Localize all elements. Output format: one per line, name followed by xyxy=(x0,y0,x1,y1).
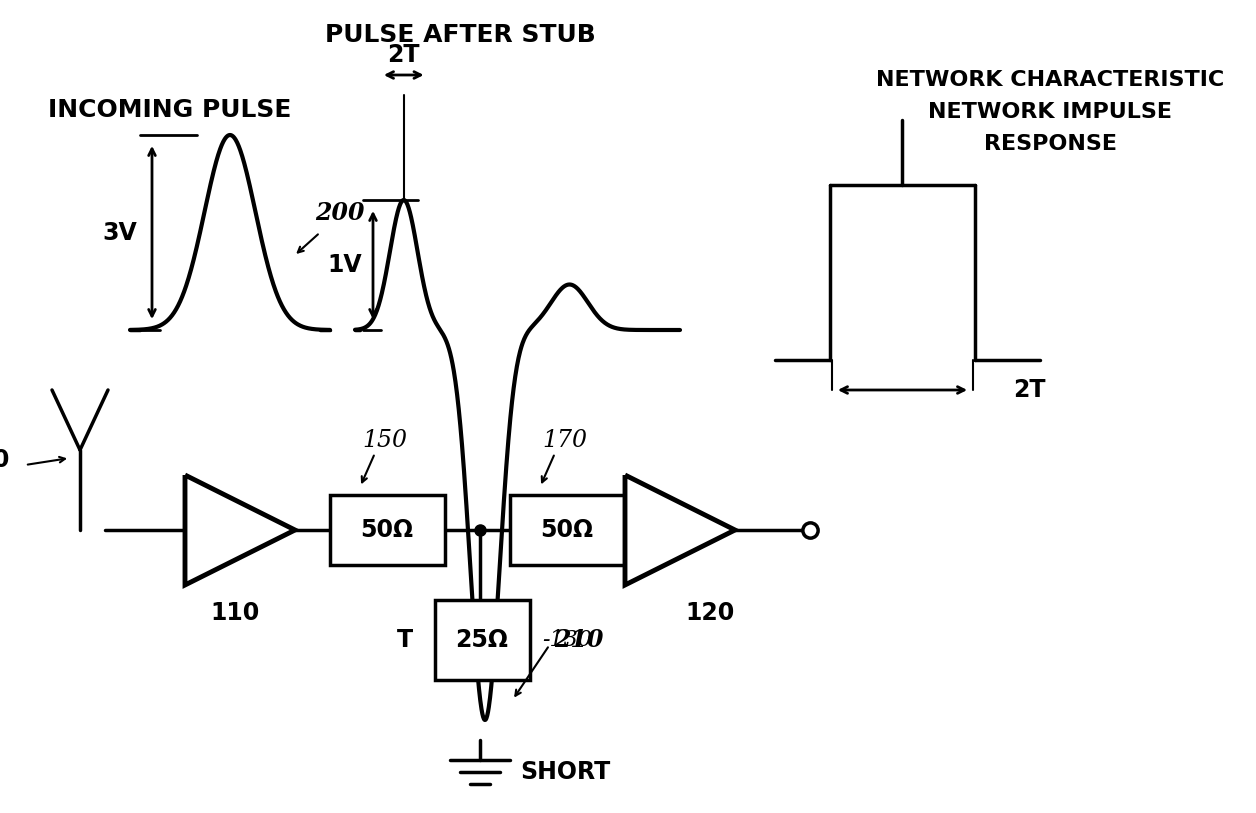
Text: 50Ω: 50Ω xyxy=(540,518,594,542)
Text: 25Ω: 25Ω xyxy=(456,628,509,652)
Bar xyxy=(510,495,625,565)
Polygon shape xyxy=(625,475,735,585)
Text: 200: 200 xyxy=(315,201,364,225)
Text: 2T: 2T xyxy=(388,43,420,67)
Bar xyxy=(330,495,445,565)
Text: 120: 120 xyxy=(686,601,735,625)
Text: -130: -130 xyxy=(543,629,592,651)
Text: 3V: 3V xyxy=(103,220,137,245)
Text: 1V: 1V xyxy=(328,253,362,277)
Text: 100: 100 xyxy=(0,448,10,472)
Text: T: T xyxy=(397,628,413,652)
Bar xyxy=(435,600,530,680)
Text: NETWORK CHARACTERISTIC: NETWORK CHARACTERISTIC xyxy=(875,70,1225,90)
Text: 50Ω: 50Ω xyxy=(360,518,413,542)
Text: INCOMING PULSE: INCOMING PULSE xyxy=(48,98,291,122)
Text: 2T: 2T xyxy=(1014,378,1045,402)
Text: PULSE AFTER STUB: PULSE AFTER STUB xyxy=(324,23,595,47)
Text: RESPONSE: RESPONSE xyxy=(983,134,1117,154)
Text: SHORT: SHORT xyxy=(520,760,610,784)
Text: 210: 210 xyxy=(554,628,604,652)
Text: 110: 110 xyxy=(210,601,260,625)
Polygon shape xyxy=(185,475,295,585)
Text: 170: 170 xyxy=(543,428,588,451)
Text: 150: 150 xyxy=(363,428,407,451)
Text: NETWORK IMPULSE: NETWORK IMPULSE xyxy=(928,102,1172,122)
